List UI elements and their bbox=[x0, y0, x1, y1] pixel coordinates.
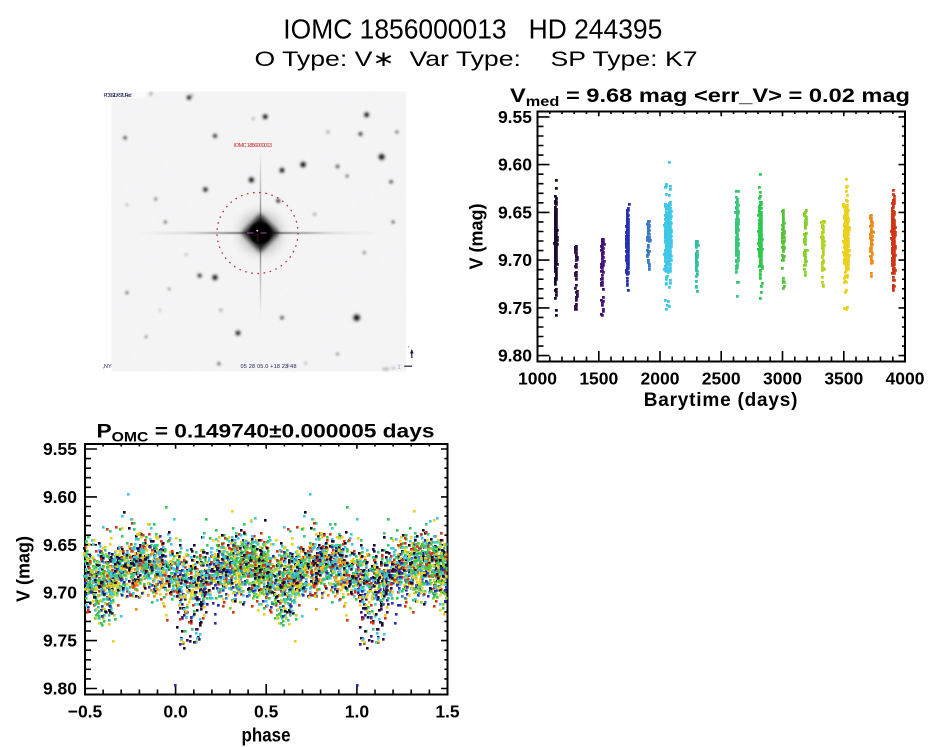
svg-text:’: ’ bbox=[408, 347, 409, 353]
svg-text:POSS2/UKSTU Red: POSS2/UKSTU Red bbox=[104, 93, 132, 99]
svg-text:05 28 05.0 +18 23 48: 05 28 05.0 +18 23 48 bbox=[241, 364, 297, 370]
svg-text:4000: 4000 bbox=[886, 369, 925, 389]
svg-text:1.0: 1.0 bbox=[345, 702, 370, 722]
svg-text:9.70: 9.70 bbox=[43, 583, 77, 603]
svg-text:1.5: 1.5 bbox=[435, 702, 460, 722]
svg-text:,NY: ,NY bbox=[103, 364, 113, 370]
svg-text:0.5: 0.5 bbox=[254, 702, 279, 722]
svg-text:9.80: 9.80 bbox=[498, 346, 532, 366]
svg-text:9.65: 9.65 bbox=[498, 202, 532, 222]
svg-text:9.65: 9.65 bbox=[43, 535, 77, 555]
svg-text:9.80: 9.80 bbox=[43, 679, 77, 699]
svg-text:0.0: 0.0 bbox=[163, 702, 188, 722]
svg-text:−0.5: −0.5 bbox=[68, 702, 103, 722]
svg-text:Barytime (days): Barytime (days) bbox=[644, 390, 799, 411]
svg-text:9.60: 9.60 bbox=[498, 155, 532, 175]
svg-text:9.55: 9.55 bbox=[43, 439, 77, 459]
svg-text:2000: 2000 bbox=[641, 369, 680, 389]
svg-text:V (mag): V (mag) bbox=[14, 536, 34, 602]
svg-text:9.75: 9.75 bbox=[43, 631, 77, 651]
svg-text:9.55: 9.55 bbox=[498, 107, 532, 127]
svg-text:9.60: 9.60 bbox=[43, 487, 77, 507]
svg-text:1500: 1500 bbox=[579, 369, 618, 389]
svg-text:3000: 3000 bbox=[763, 369, 802, 389]
svg-text:9.75: 9.75 bbox=[498, 298, 532, 318]
svg-text:9.70: 9.70 bbox=[498, 250, 532, 270]
svg-text:3500: 3500 bbox=[824, 369, 863, 389]
svg-text:phase: phase bbox=[242, 726, 291, 747]
svg-text:1000: 1000 bbox=[518, 369, 557, 389]
svg-text:1’: 1’ bbox=[398, 365, 402, 371]
svg-text:O Type: V∗ Var Type: SP Ty: O Type: V∗ Var Type: SP Type: K7 bbox=[255, 47, 698, 71]
svg-text:IOMC 1856000013 HD 244395: IOMC 1856000013 HD 244395 bbox=[283, 14, 662, 45]
svg-text:2500: 2500 bbox=[702, 369, 741, 389]
svg-text:IOMC 1856000013: IOMC 1856000013 bbox=[234, 143, 272, 149]
svg-text:V (mag): V (mag) bbox=[467, 203, 487, 269]
